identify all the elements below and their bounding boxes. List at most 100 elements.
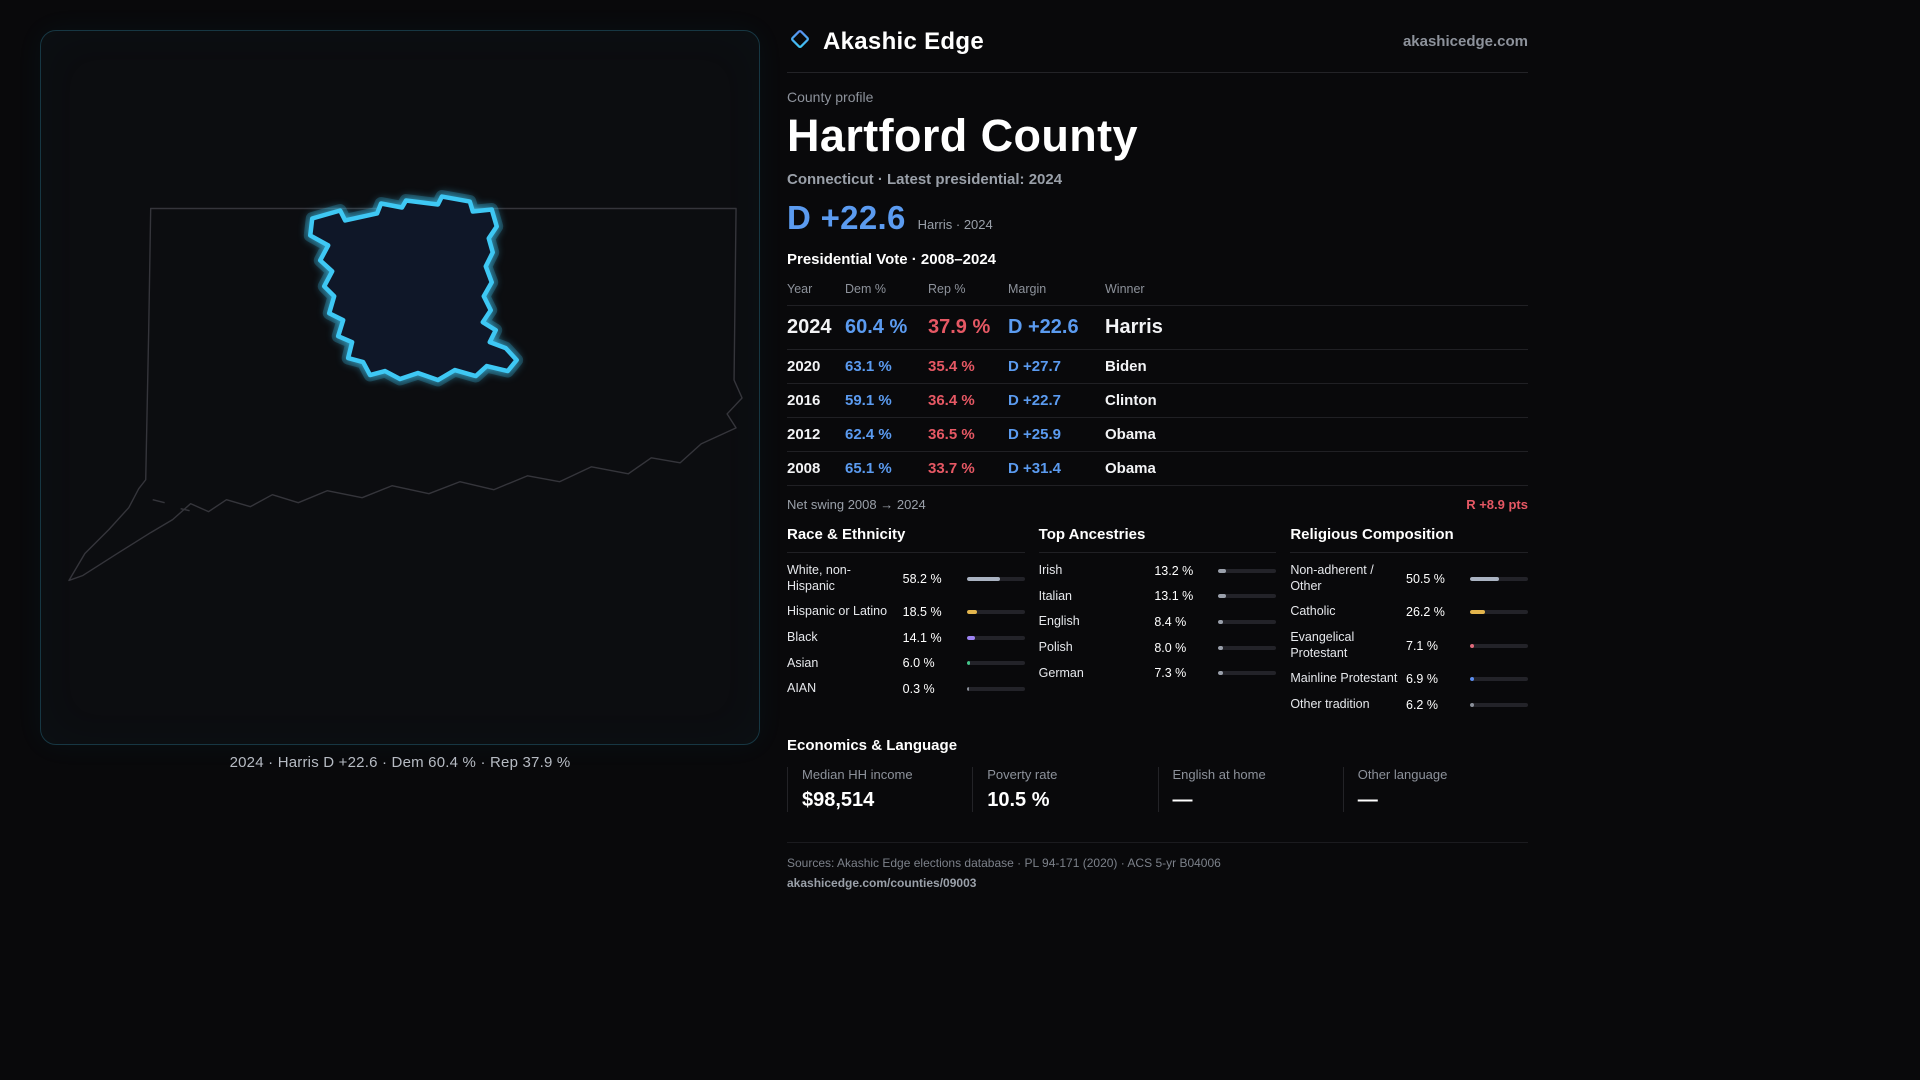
econ-stat: Median HH income $98,514 (787, 767, 972, 813)
margin-cell: D +31.4 (1008, 451, 1105, 485)
demo-row: AIAN 0.3 % (787, 676, 1025, 702)
demo-bar (966, 635, 1025, 640)
demo-value: 14.1 % (902, 630, 942, 645)
demo-value: 18.5 % (902, 605, 942, 620)
demo-row: English 8.4 % (1039, 609, 1277, 635)
rep-cell: 36.5 % (928, 417, 1008, 451)
winner-cell: Obama (1105, 417, 1528, 451)
brand-header: Akashic Edge akashicedge.com (787, 26, 1528, 73)
demo-column-title: Top Ancestries (1038, 526, 1277, 553)
dem-cell: 60.4 % (845, 305, 928, 349)
col-rep: Rep % (928, 282, 966, 296)
margin-cell: D +27.7 (1008, 349, 1105, 383)
demo-row: Evangelical Protestant 7.1 % (1290, 625, 1528, 666)
demo-value: 13.1 % (1154, 589, 1194, 604)
demo-label: Mainline Protestant (1290, 671, 1398, 686)
demo-row: Non-adherent / Other 50.5 % (1290, 558, 1528, 599)
demo-bar (966, 610, 1025, 615)
rep-cell: 35.4 % (928, 349, 1008, 383)
margin-headline: D +22.6 Harris · 2024 (787, 199, 1528, 237)
winner-cell: Obama (1105, 451, 1528, 485)
demo-value: 26.2 % (1406, 605, 1445, 620)
vote-table: Year Dem % Rep % Margin Winner 2024 60.4… (787, 274, 1528, 512)
demo-column-title: Race & Ethnicity (787, 526, 1025, 553)
econ-stat: Poverty rate 10.5 % (972, 767, 1157, 813)
demo-value: 7.3 % (1154, 666, 1187, 681)
headline-margin-detail: Harris · 2024 (917, 217, 993, 232)
demo-row: German 7.3 % (1039, 661, 1277, 687)
demo-bar (1470, 610, 1528, 615)
demo-bar (1218, 568, 1277, 573)
econ-stat: English at home — (1157, 767, 1343, 813)
eyebrow: County profile (787, 89, 874, 105)
year-cell: 2020 (787, 349, 845, 383)
demo-bar (1218, 620, 1277, 625)
demo-value: 7.1 % (1406, 638, 1438, 653)
col-dem: Dem % (845, 282, 886, 296)
demo-label: Asian (787, 655, 819, 670)
demo-column-ancestries: Top Ancestries Irish 13.2 % Italian 13.1… (1038, 526, 1277, 717)
demo-row: Irish 13.2 % (1039, 558, 1277, 584)
brand: Akashic Edge (787, 26, 984, 57)
permalink-link[interactable]: akashicedge.com/counties/09003 (787, 876, 977, 891)
demo-label: Italian (1038, 588, 1073, 603)
demo-row: Polish 8.0 % (1039, 635, 1277, 661)
demo-value: 50.5 % (1406, 571, 1445, 586)
rep-cell: 37.9 % (928, 305, 1008, 349)
diamond-icon (787, 26, 813, 57)
state-outline (68, 207, 743, 582)
county-shape (303, 190, 524, 387)
rep-cell: 36.4 % (928, 383, 1008, 417)
map-caption: 2024 · Harris D +22.6 · Dem 60.4 % · Rep… (229, 754, 571, 771)
stat-value: — (1172, 789, 1193, 812)
demo-label: Black (787, 629, 818, 644)
demo-label: Catholic (1290, 604, 1336, 619)
year-cell: 2012 (787, 417, 845, 451)
demo-label: White, non-Hispanic (787, 563, 851, 593)
economics-title: Economics & Language (787, 737, 958, 755)
demo-row: Mainline Protestant 6.9 % (1290, 666, 1528, 692)
col-margin: Margin (1008, 282, 1047, 296)
demo-bar (966, 686, 1025, 691)
year-cell: 2008 (787, 451, 845, 485)
stat-label: Other language (1357, 767, 1448, 783)
demo-label: Evangelical Protestant (1290, 629, 1355, 660)
dem-cell: 62.4 % (845, 417, 928, 451)
demo-row: Catholic 26.2 % (1290, 599, 1528, 625)
stat-label: Median HH income (802, 767, 913, 783)
profile-panel: Akashic Edge akashicedge.com County prof… (787, 26, 1528, 892)
state-map (68, 190, 743, 582)
demo-value: 8.0 % (1154, 640, 1187, 655)
county-subtitle: Connecticut · Latest presidential: 2024 (787, 171, 1063, 188)
stat-value: — (1357, 789, 1378, 812)
dem-cell: 65.1 % (845, 451, 928, 485)
demo-value: 6.0 % (902, 656, 935, 671)
demo-value: 13.2 % (1154, 563, 1194, 578)
demo-row: Other tradition 6.2 % (1290, 692, 1528, 718)
stat-value: $98,514 (802, 789, 875, 812)
vote-table-title: Presidential Vote · 2008–2024 (787, 251, 997, 268)
net-swing-label: Net swing 2008 → 2024 (787, 497, 926, 512)
table-row: 2024 60.4 % 37.9 % D +22.6 Harris (787, 305, 1528, 349)
island-marks (152, 499, 190, 512)
demo-bar (1470, 702, 1528, 707)
demo-value: 58.2 % (902, 571, 942, 586)
brand-domain-link[interactable]: akashicedge.com (1402, 33, 1528, 50)
net-swing-value: R +8.9 pts (1466, 497, 1528, 512)
demo-label: Hispanic or Latino (787, 604, 888, 619)
stat-label: English at home (1172, 767, 1266, 783)
rep-cell: 33.7 % (928, 451, 1008, 485)
demo-bar (966, 576, 1025, 581)
demo-bar (1218, 594, 1277, 599)
margin-cell: D +22.7 (1008, 383, 1105, 417)
demo-label: English (1038, 614, 1080, 629)
margin-cell: D +22.6 (1008, 305, 1105, 349)
demo-label: AIAN (787, 681, 817, 696)
demo-label: German (1038, 665, 1084, 680)
net-swing: Net swing 2008 → 2024 R +8.9 pts (787, 485, 1528, 512)
demo-value: 6.2 % (1406, 697, 1438, 712)
demo-bar (966, 661, 1025, 666)
demo-bar (1470, 576, 1528, 581)
demo-bar (1218, 671, 1277, 676)
demo-row: Black 14.1 % (787, 625, 1025, 651)
